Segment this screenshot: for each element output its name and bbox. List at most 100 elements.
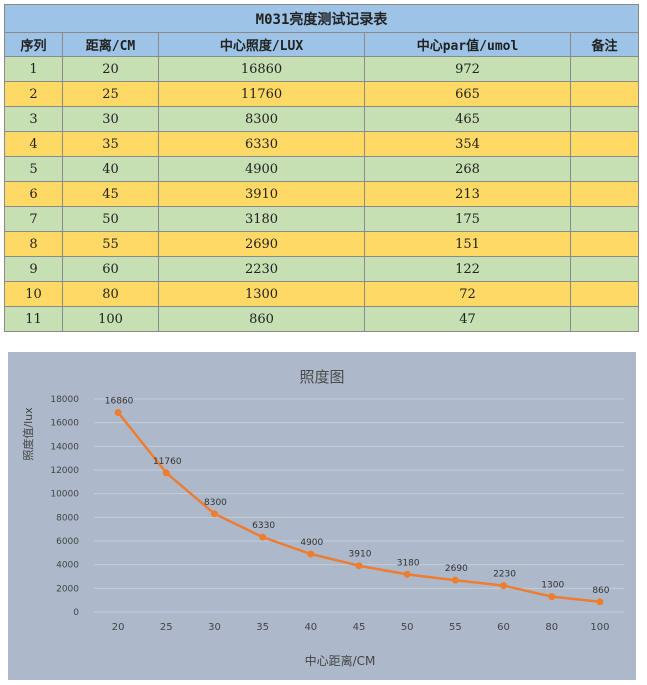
table-cell: 354 xyxy=(364,131,571,157)
table-cell: 50 xyxy=(62,206,159,232)
chart-title: 照度图 xyxy=(299,368,344,386)
table-cell: 6 xyxy=(4,181,63,207)
table-cell: 972 xyxy=(364,56,571,82)
y-tick-label: 2000 xyxy=(56,584,79,594)
table-row: 2 25 11760 665 xyxy=(4,81,640,107)
illuminance-chart: 照度图 照度值/lux 中心距离/CM 0 2000 4000 6000 8000 100… xyxy=(8,352,636,680)
table-row: 4 35 6330 354 xyxy=(4,131,640,157)
x-tick-label: 25 xyxy=(160,622,173,633)
y-tick-label: 14000 xyxy=(50,442,79,452)
table-cell: 35 xyxy=(62,131,159,157)
data-label: 860 xyxy=(592,586,609,596)
table-cell: 6330 xyxy=(158,131,365,157)
brightness-test-table: M031亮度测试记录表 序列 距离/CM 中心照度/LUX 中心par值/umol 备注… xyxy=(3,4,640,332)
y-axis-label: 照度值/lux xyxy=(21,407,35,461)
table-row: 1 20 16860 972 xyxy=(4,56,640,82)
x-tick-label: 50 xyxy=(401,622,414,633)
table-cell: 4 xyxy=(4,131,63,157)
table-cell: 3910 xyxy=(158,181,365,207)
data-label: 8300 xyxy=(204,498,227,508)
table-row: 5 40 4900 268 xyxy=(4,156,640,182)
table-cell xyxy=(569,281,640,307)
table-title: M031亮度测试记录表 xyxy=(3,4,640,33)
table-cell xyxy=(569,56,640,82)
column-header: 距离/CM xyxy=(62,32,159,57)
table-cell: 47 xyxy=(364,306,571,332)
table-cell: 1 xyxy=(4,56,63,82)
table-cell: 122 xyxy=(364,256,571,282)
table-cell: 45 xyxy=(62,181,159,207)
table-cell xyxy=(569,306,640,332)
table-cell: 860 xyxy=(158,306,365,332)
column-header: 序列 xyxy=(4,32,63,57)
x-tick-label: 20 xyxy=(112,622,125,633)
data-point xyxy=(548,593,556,601)
data-point xyxy=(596,598,604,606)
table-cell: 80 xyxy=(62,281,159,307)
chart-svg: 照度图 照度值/lux 中心距离/CM 0 2000 4000 6000 8000 100… xyxy=(8,352,636,680)
data-label: 3910 xyxy=(349,550,372,560)
data-point xyxy=(114,408,122,416)
table-row: 10 80 1300 72 xyxy=(4,281,640,307)
data-label: 2690 xyxy=(445,564,468,574)
table-cell xyxy=(569,131,640,157)
x-tick-label: 40 xyxy=(304,622,317,633)
table-cell xyxy=(569,81,640,107)
y-tick-label: 8000 xyxy=(56,513,79,523)
table-cell: 3180 xyxy=(158,206,365,232)
data-points xyxy=(114,408,604,606)
table-row: 3 30 8300 465 xyxy=(4,106,640,132)
table-row: 9 60 2230 122 xyxy=(4,256,640,282)
table-cell: 10 xyxy=(4,281,63,307)
table-cell: 5 xyxy=(4,156,63,182)
data-point xyxy=(451,576,459,584)
table-cell: 11 xyxy=(4,306,63,332)
table-header-row: 序列 距离/CM 中心照度/LUX 中心par值/umol 备注 xyxy=(4,32,640,57)
y-tick-label: 0 xyxy=(73,608,79,618)
table-row: 6 45 3910 213 xyxy=(4,181,640,207)
x-tick-label: 80 xyxy=(545,622,558,633)
table-cell: 9 xyxy=(4,256,63,282)
table-cell: 3 xyxy=(4,106,63,132)
x-tick-labels: 20 25 30 35 40 45 50 55 60 80 100 xyxy=(112,622,610,633)
y-tick-label: 18000 xyxy=(50,395,79,405)
table-cell: 8 xyxy=(4,231,63,257)
table-cell: 175 xyxy=(364,206,571,232)
table-cell: 268 xyxy=(364,156,571,182)
x-tick-label: 100 xyxy=(590,622,609,633)
table-cell: 100 xyxy=(62,306,159,332)
table-cell: 1300 xyxy=(158,281,365,307)
table-cell xyxy=(569,231,640,257)
y-tick-label: 4000 xyxy=(56,561,79,571)
table-row: 11 100 860 47 xyxy=(4,306,640,332)
x-tick-label: 55 xyxy=(449,622,462,633)
data-point xyxy=(307,550,315,558)
y-tick-label: 10000 xyxy=(50,490,79,500)
data-point xyxy=(403,570,411,578)
table-cell: 72 xyxy=(364,281,571,307)
data-point xyxy=(259,533,267,541)
data-point xyxy=(210,510,218,518)
table-cell: 11760 xyxy=(158,81,365,107)
data-label: 3180 xyxy=(397,558,420,568)
y-tick-labels: 0 2000 4000 6000 8000 10000 12000 14000 16000 180… xyxy=(50,395,79,618)
table-cell: 2690 xyxy=(158,231,365,257)
column-header: 备注 xyxy=(569,32,640,57)
table-cell xyxy=(569,156,640,182)
data-label: 1300 xyxy=(541,581,564,591)
x-tick-label: 60 xyxy=(497,622,510,633)
table-cell: 465 xyxy=(364,106,571,132)
table-cell: 25 xyxy=(62,81,159,107)
table-cell: 151 xyxy=(364,231,571,257)
table-cell: 213 xyxy=(364,181,571,207)
table-cell: 60 xyxy=(62,256,159,282)
table-cell: 665 xyxy=(364,81,571,107)
table-row: 7 50 3180 175 xyxy=(4,206,640,232)
y-tick-label: 6000 xyxy=(56,537,79,547)
x-axis-label: 中心距离/CM xyxy=(305,653,376,668)
table-cell: 7 xyxy=(4,206,63,232)
y-tick-label: 12000 xyxy=(50,466,79,476)
table-cell: 55 xyxy=(62,231,159,257)
x-tick-label: 35 xyxy=(256,622,269,633)
chart-background xyxy=(8,352,636,680)
